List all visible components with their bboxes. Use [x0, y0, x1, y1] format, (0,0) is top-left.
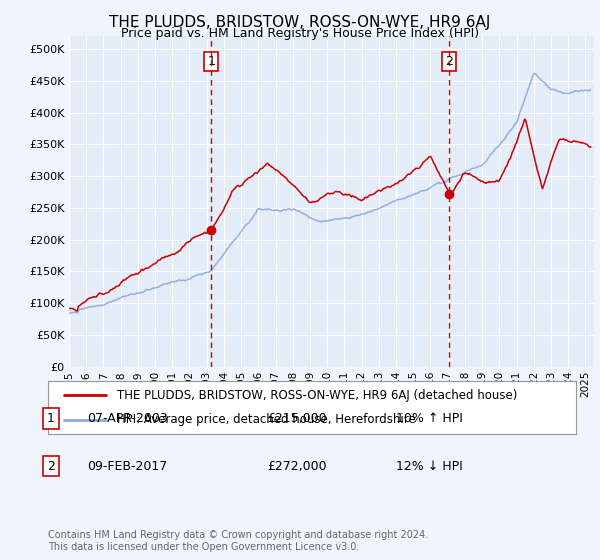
Text: 10% ↑ HPI: 10% ↑ HPI — [396, 412, 463, 425]
Text: 1: 1 — [208, 55, 215, 68]
Text: £272,000: £272,000 — [267, 460, 326, 473]
Text: 09-FEB-2017: 09-FEB-2017 — [87, 460, 167, 473]
Text: 1: 1 — [47, 412, 55, 425]
Text: HPI: Average price, detached house, Herefordshire: HPI: Average price, detached house, Here… — [116, 413, 415, 426]
Text: £215,000: £215,000 — [267, 412, 326, 425]
Text: 2: 2 — [47, 460, 55, 473]
Text: THE PLUDDS, BRIDSTOW, ROSS-ON-WYE, HR9 6AJ: THE PLUDDS, BRIDSTOW, ROSS-ON-WYE, HR9 6… — [109, 15, 491, 30]
Text: 07-APR-2003: 07-APR-2003 — [87, 412, 168, 425]
Text: Price paid vs. HM Land Registry's House Price Index (HPI): Price paid vs. HM Land Registry's House … — [121, 27, 479, 40]
Text: 2: 2 — [445, 55, 454, 68]
Text: THE PLUDDS, BRIDSTOW, ROSS-ON-WYE, HR9 6AJ (detached house): THE PLUDDS, BRIDSTOW, ROSS-ON-WYE, HR9 6… — [116, 389, 517, 402]
Text: 12% ↓ HPI: 12% ↓ HPI — [396, 460, 463, 473]
Text: Contains HM Land Registry data © Crown copyright and database right 2024.
This d: Contains HM Land Registry data © Crown c… — [48, 530, 428, 552]
